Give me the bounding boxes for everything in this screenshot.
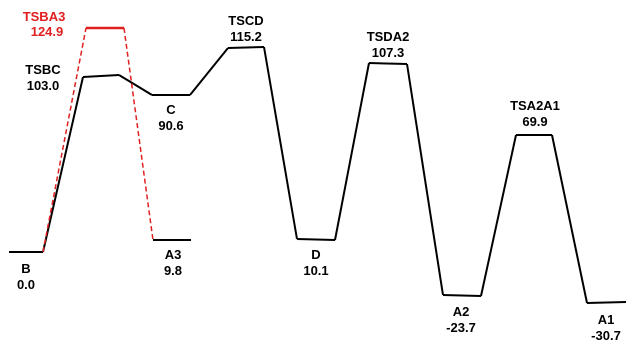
label-B-energy: 0.0 [17,277,35,292]
main-pathway [9,46,627,304]
connector-B-TSBA3 [42,27,87,253]
connector-TSBA3-A3 [123,27,154,241]
label-C-energy: 90.6 [158,118,183,133]
level-A2 [442,294,482,297]
connector-A2-TSA2A1 [480,134,517,297]
label-TSCD-name: TSCD [228,13,263,28]
label-TSBC-energy: 103.0 [27,78,60,93]
label-TSBA3-energy: 124.9 [31,24,64,39]
connector-TSCD-D [263,46,298,240]
connector-D-TSDA2 [334,62,370,241]
label-A2-name: A2 [453,304,470,319]
label-A1-energy: -30.7 [591,328,621,343]
label-TSA2A1-energy: 69.9 [522,114,547,129]
connector-B-TSBC [42,76,84,253]
label-A1-name: A1 [598,312,615,327]
connector-TSBC-C [118,74,153,96]
alt-pathway [42,26,191,253]
level-A1 [586,301,627,304]
label-TSBA3-name: TSBA3 [23,9,66,24]
label-TSDA2-energy: 107.3 [372,45,405,60]
level-TSDA2 [368,62,408,65]
label-TSCD-energy: 115.2 [230,29,262,44]
label-TSA2A1-name: TSA2A1 [510,98,560,113]
label-B-name: B [21,261,30,276]
label-TSBC-name: TSBC [25,62,61,77]
connector-C-TSCD [189,47,229,96]
connector-TSA2A1-A1 [551,134,588,304]
label-A3-name: A3 [165,247,182,262]
label-A2-energy: -23.7 [446,320,476,335]
level-TSBC [82,74,120,78]
connector-TSDA2-A2 [406,63,444,296]
label-A3-energy: 9.8 [164,263,182,278]
level-D [296,238,336,241]
label-D-energy: 10.1 [303,263,328,278]
level-TSCD [227,46,265,49]
label-D-name: D [311,247,320,262]
label-C-name: C [166,102,176,117]
label-TSDA2-name: TSDA2 [367,29,410,44]
labels: TSBA3 124.9 TSBC 103.0 C 90.6 TSCD 115.2… [17,9,621,343]
